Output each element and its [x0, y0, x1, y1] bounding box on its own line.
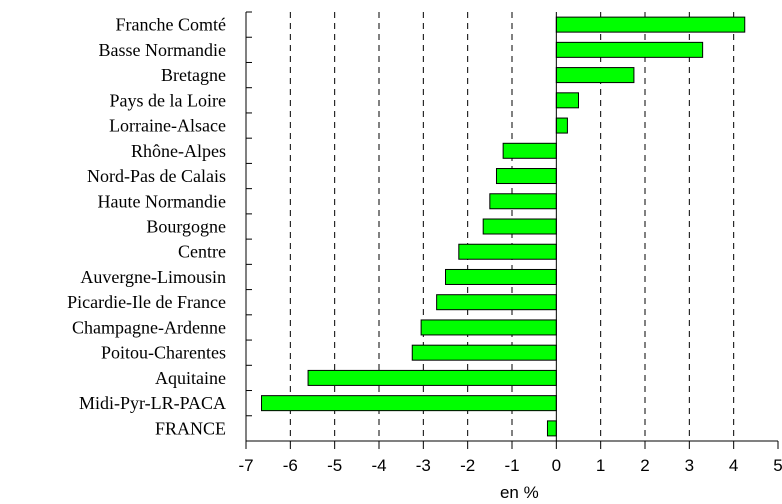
bar	[489, 193, 557, 210]
category-label: Picardie-Ile de France	[67, 292, 226, 312]
category-label: Bourgogne	[146, 217, 226, 237]
x-tick-label: -1	[504, 456, 519, 475]
bar	[458, 243, 557, 260]
category-label: Franche Comté	[116, 15, 226, 35]
x-axis-title: en %	[500, 483, 539, 502]
axes	[245, 11, 779, 449]
bar	[495, 168, 557, 185]
category-label: Lorraine-Alsace	[109, 116, 226, 136]
category-label: Poitou-Charentes	[101, 343, 226, 363]
bar	[482, 218, 557, 235]
x-tick-label: 5	[773, 456, 782, 475]
bar	[555, 92, 579, 109]
category-label: Midi-Pyr-LR-PACA	[79, 393, 226, 413]
category-label: Haute Normandie	[98, 191, 226, 211]
bar	[546, 420, 557, 437]
bar	[555, 67, 635, 84]
category-label: Centre	[178, 242, 226, 262]
bar	[420, 319, 557, 336]
x-tick-label: -5	[327, 456, 342, 475]
category-label: Bretagne	[161, 65, 226, 85]
bar	[555, 41, 704, 58]
category-label: Pays de la Loire	[110, 90, 226, 110]
category-label: Rhône-Alpes	[131, 141, 226, 161]
x-tick-label: 4	[729, 456, 738, 475]
x-tick-label: -2	[460, 456, 475, 475]
x-tick-label: -7	[238, 456, 253, 475]
bar	[502, 142, 557, 159]
category-label: Nord-Pas de Calais	[87, 166, 226, 186]
category-label: Champagne-Ardenne	[72, 317, 226, 337]
bar	[261, 395, 557, 412]
x-tick-label: 2	[640, 456, 649, 475]
bar	[555, 16, 746, 33]
bar	[411, 344, 557, 361]
bar	[307, 369, 557, 386]
category-label: Auvergne-Limousin	[80, 267, 226, 287]
x-tick-labels: -7 -6 -5 -4 -3 -2 -1 0 1 2 3 4 5	[238, 456, 782, 475]
category-labels: Franche Comté Basse Normandie Bretagne Pays…	[67, 15, 226, 439]
x-tick-label: 1	[596, 456, 605, 475]
category-label: Aquitaine	[155, 368, 226, 388]
bar	[436, 294, 557, 311]
x-tick-label: 0	[552, 456, 561, 475]
category-label: FRANCE	[155, 418, 226, 438]
bars	[261, 16, 746, 437]
bar	[555, 117, 568, 134]
category-label: Basse Normandie	[99, 40, 226, 60]
x-tick-label: 3	[685, 456, 694, 475]
x-tick-label: -3	[416, 456, 431, 475]
bar	[445, 268, 557, 285]
x-tick-label: -4	[371, 456, 386, 475]
x-tick-label: -6	[283, 456, 298, 475]
